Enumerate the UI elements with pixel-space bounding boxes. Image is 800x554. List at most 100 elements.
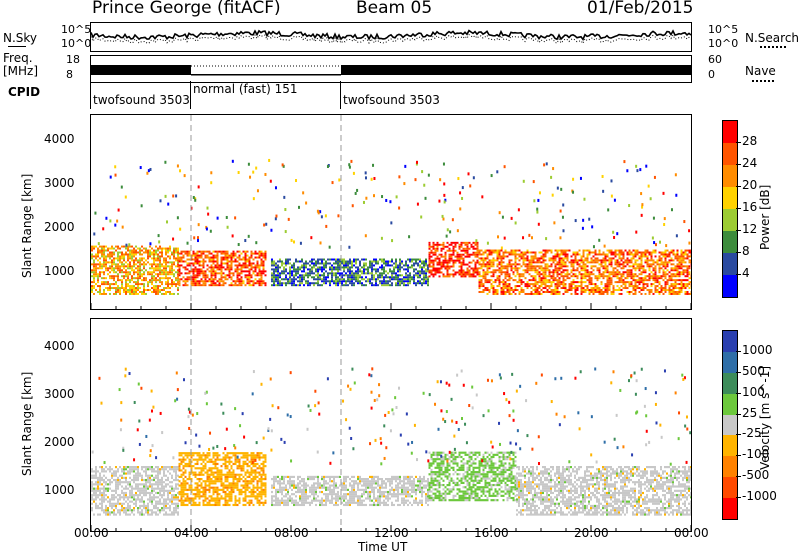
data-cell — [512, 279, 515, 282]
data-cell — [93, 247, 95, 250]
data-cell — [604, 285, 607, 288]
data-cell — [95, 273, 97, 276]
data-cell — [329, 258, 331, 261]
data-cell — [214, 266, 217, 269]
data-cell — [341, 272, 343, 275]
data-cell — [624, 271, 627, 274]
data-cell — [305, 280, 307, 283]
data-cell — [260, 274, 263, 277]
data-cell — [281, 264, 283, 267]
data-cell — [141, 483, 143, 486]
data-cell — [466, 247, 469, 250]
data-cell — [228, 276, 231, 279]
data-cell — [614, 251, 617, 254]
data-cell — [462, 271, 465, 274]
data-cell — [496, 263, 499, 266]
data-cell — [538, 281, 541, 284]
data-cell — [317, 274, 319, 277]
data-cell — [684, 261, 687, 264]
data-cell — [240, 282, 243, 285]
data-cell — [325, 260, 327, 263]
data-cell — [666, 273, 669, 276]
data-cell — [454, 241, 457, 244]
data-cell — [198, 456, 201, 459]
scatter-cell — [442, 217, 445, 221]
data-cell — [216, 280, 219, 283]
data-cell — [423, 278, 425, 281]
data-cell — [224, 254, 227, 257]
data-cell — [117, 247, 119, 250]
data-cell — [117, 273, 119, 276]
data-cell — [107, 255, 109, 258]
data-cell — [612, 251, 615, 254]
data-cell — [173, 269, 175, 272]
data-cell — [616, 273, 619, 276]
data-cell — [492, 291, 495, 293]
data-cell — [560, 259, 563, 262]
data-cell — [335, 268, 337, 271]
data-cell — [147, 511, 149, 514]
data-cell — [95, 265, 97, 268]
data-cell — [169, 271, 171, 274]
data-cell — [488, 251, 491, 254]
data-cell — [141, 511, 143, 514]
data-cell — [178, 280, 181, 283]
data-cell — [434, 253, 437, 256]
data-cell — [155, 267, 157, 270]
data-cell — [347, 270, 349, 273]
data-cell — [125, 273, 127, 276]
data-cell — [490, 275, 493, 278]
data-cell — [620, 292, 623, 295]
data-cell — [686, 267, 689, 270]
scatter-cell — [537, 222, 540, 226]
data-cell — [192, 471, 195, 474]
data-cell — [446, 271, 449, 274]
data-cell — [440, 255, 443, 258]
data-cell — [254, 252, 257, 255]
data-cell — [415, 268, 417, 271]
data-cell — [97, 267, 99, 270]
data-cell — [155, 502, 157, 505]
data-cell — [544, 287, 547, 290]
data-cell — [93, 498, 95, 501]
data-cell — [105, 481, 107, 484]
data-cell — [588, 275, 591, 278]
data-cell — [608, 289, 611, 292]
data-cell — [99, 271, 101, 274]
data-cell — [143, 466, 145, 469]
data-cell — [628, 275, 631, 278]
data-cell — [323, 280, 325, 283]
data-cell — [488, 259, 491, 262]
data-cell — [244, 256, 247, 259]
data-cell — [415, 272, 417, 275]
data-cell — [311, 262, 313, 265]
data-cell — [123, 271, 125, 274]
data-cell — [129, 472, 131, 475]
data-cell — [105, 283, 107, 286]
data-cell — [546, 289, 549, 292]
data-cell — [486, 255, 489, 258]
data-cell — [580, 275, 583, 278]
data-cell — [389, 270, 391, 273]
data-cell — [319, 268, 321, 271]
data-cell — [260, 280, 263, 283]
data-cell — [214, 260, 217, 263]
data-cell — [407, 266, 409, 269]
data-cell — [157, 476, 159, 479]
data-cell — [590, 259, 593, 262]
data-cell — [101, 478, 103, 482]
data-cell — [93, 292, 95, 295]
data-cell — [155, 487, 157, 490]
data-cell — [273, 284, 275, 287]
data-cell — [153, 257, 155, 260]
data-cell — [337, 260, 339, 263]
data-cell — [480, 257, 483, 260]
data-cell — [490, 287, 493, 290]
data-cell — [632, 257, 635, 260]
scatter-cell — [373, 176, 376, 180]
data-cell — [462, 269, 465, 272]
data-cell — [670, 275, 673, 278]
data-cell — [387, 282, 389, 285]
data-cell — [95, 269, 97, 272]
data-cell — [684, 275, 687, 278]
